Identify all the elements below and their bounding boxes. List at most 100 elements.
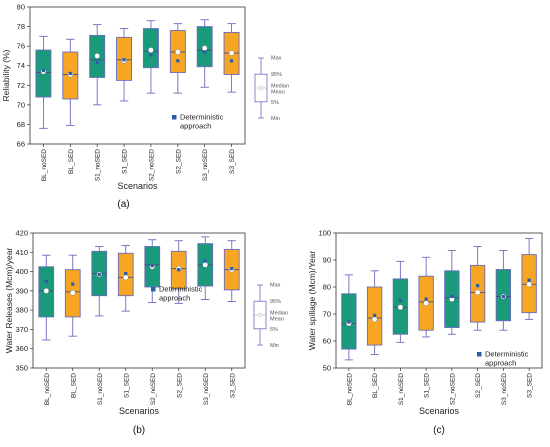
mean-marker [43, 288, 50, 294]
deterministic-marker [124, 271, 128, 276]
y-axis-label: Reliability (%) [1, 49, 11, 101]
deterministic-marker [177, 268, 181, 272]
y-tick-label: 72 [17, 81, 25, 90]
plot-frame [29, 6, 246, 145]
box-BL_SED [62, 38, 79, 126]
mean-marker [202, 261, 209, 268]
x-tick-label: S3_noSED [501, 373, 508, 405]
x-tick-label: S3_SED [229, 373, 236, 398]
x-axis-label: Scenarios [117, 181, 158, 191]
y-tick-label: 90 [323, 256, 331, 265]
box-S3_noSED [197, 236, 214, 300]
key-label-95: 95% [271, 72, 282, 78]
deterministic-marker [97, 272, 101, 277]
key-label-95: 95% [270, 299, 281, 305]
mean-marker [228, 50, 235, 56]
x-tick-label: S1_noSED [398, 373, 405, 405]
key-label-median: Median [271, 84, 289, 90]
y-tick-label: 420 [15, 229, 28, 238]
mean-marker [474, 289, 481, 296]
y-tick-label: 50 [323, 364, 331, 373]
box-S1_SED [116, 28, 133, 102]
deterministic-marker [95, 61, 99, 65]
x-tick-label: S3_SED [229, 149, 236, 174]
mean-marker [122, 274, 129, 281]
legend-label: Deterministic [180, 113, 224, 122]
box-S2_SED [469, 246, 486, 331]
x-tick-label: S3_SED [527, 373, 534, 398]
x-tick-label: S2_SED [475, 373, 482, 398]
deterministic-marker [373, 313, 377, 317]
deterministic-marker [176, 59, 180, 63]
x-tick-label: S2_noSED [148, 149, 155, 181]
box-S1_noSED [91, 246, 108, 317]
x-tick-label: S2_SED [175, 149, 182, 174]
key-mean [258, 85, 264, 91]
mean-marker [174, 49, 181, 55]
deterministic-marker [347, 320, 351, 324]
key-label-median: Median [270, 311, 288, 317]
x-tick-label: BL_noSED [346, 373, 353, 405]
legend-label: approach [180, 122, 211, 131]
deterministic-marker [203, 50, 207, 54]
x-tick-label: S1_SED [122, 149, 129, 174]
deterministic-marker [527, 278, 531, 282]
key-label-mean: Mean [270, 317, 284, 323]
box-S2_noSED [142, 20, 159, 94]
y-tick-label: 70 [323, 310, 331, 319]
key-mean [257, 312, 263, 318]
box-S1_SED [117, 245, 134, 312]
box-S2_noSED [144, 239, 161, 303]
deterministic-marker [424, 297, 428, 301]
box-BL_SED [366, 270, 383, 355]
deterministic-marker [501, 294, 505, 299]
y-tick-label: 100 [318, 229, 331, 238]
box-BL_SED [64, 254, 81, 337]
mean-marker [148, 47, 154, 53]
x-tick-label: S2_noSED [449, 373, 456, 405]
box-S2_noSED [444, 250, 460, 335]
x-tick-label: BL_noSED [41, 149, 48, 181]
x-tick-label: S1_noSED [95, 149, 102, 181]
box-BL_noSED [38, 254, 55, 341]
deterministic-marker [149, 53, 153, 57]
box-S2_SED [169, 23, 186, 94]
mean-marker [201, 45, 208, 51]
mean-marker [423, 300, 429, 307]
key-label-mean: Mean [271, 90, 285, 96]
box-S3_SED [223, 23, 240, 93]
key-label-max: Max [271, 56, 282, 62]
deterministic-marker [398, 298, 402, 303]
y-tick-label: 80 [17, 3, 25, 12]
legend-label: approach [159, 294, 190, 303]
legend-marker [172, 115, 177, 120]
legend-label: Deterministic [485, 350, 529, 359]
deterministic-marker [476, 284, 480, 288]
x-tick-label: S3_noSED [202, 149, 209, 181]
y-tick-label: 410 [15, 248, 28, 257]
box-S3_SED [521, 237, 537, 320]
key-label-5: 5% [271, 100, 279, 106]
deterministic-marker [230, 267, 234, 271]
x-axis-label: Scenarios [119, 406, 160, 416]
y-tick-label: 80 [323, 283, 331, 292]
x-axis-label: Scenarios [419, 406, 460, 416]
y-tick-label: 400 [15, 267, 28, 276]
plot-frame [32, 232, 246, 369]
panel-label: (b) [133, 425, 145, 436]
deterministic-marker [44, 279, 48, 283]
plot-frame [335, 232, 543, 369]
x-tick-label: S1_SED [123, 373, 130, 398]
x-tick-label: S1_SED [424, 373, 431, 398]
box-BL_noSED [35, 35, 52, 129]
key-label-min: Min [270, 343, 279, 349]
y-tick-label: 68 [17, 120, 25, 129]
x-tick-label: BL_SED [70, 373, 77, 398]
box-S1_SED [418, 256, 434, 338]
mean-marker [371, 316, 378, 323]
chart-panel-b: 350 360 370 380 390 400 410 420 Water Releases (… [4, 229, 288, 437]
